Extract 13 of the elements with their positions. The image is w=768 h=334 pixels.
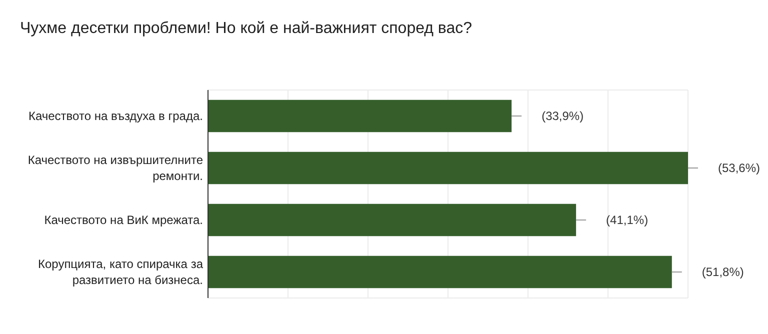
bar	[208, 204, 576, 236]
y-tick-label: Качеството на въздуха в града.	[28, 109, 203, 124]
data-label: (53,6%)	[718, 161, 760, 176]
y-tick-label: Качеството на извършителните ремонти.	[28, 153, 204, 184]
bar	[208, 100, 512, 132]
bar	[208, 256, 672, 288]
y-tick-label: Качеството на ВиК мрежата.	[44, 213, 203, 228]
bar	[208, 152, 688, 184]
y-tick-label: Корупцията, като спирачка за развитието на бизнеса.	[38, 257, 204, 288]
data-label: (51,8%)	[702, 265, 744, 280]
chart-title: Чухме десетки проблеми! Но кой е най-важният според вас?	[20, 20, 472, 37]
data-label: (41,1%)	[606, 213, 648, 228]
data-label: (33,9%)	[542, 109, 584, 124]
